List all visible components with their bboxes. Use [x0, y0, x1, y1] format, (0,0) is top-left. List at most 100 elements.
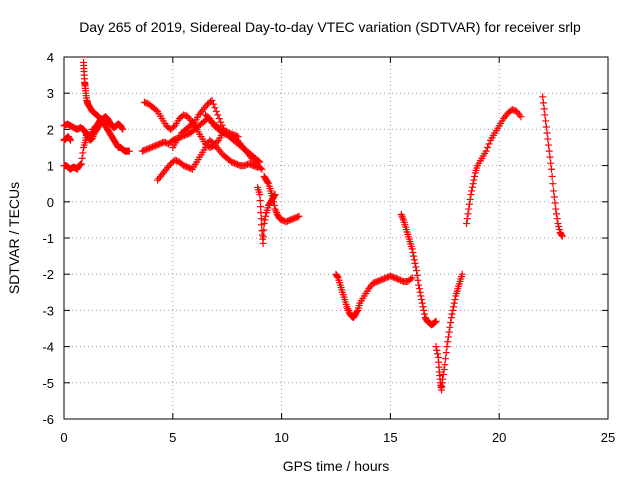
data-point	[407, 275, 415, 283]
data-point	[545, 141, 553, 149]
gridlines	[64, 57, 608, 419]
data-point	[441, 361, 449, 369]
data-point	[411, 259, 419, 267]
data-point	[77, 160, 85, 168]
data-points	[60, 58, 566, 394]
chart-title: Day 265 of 2019, Sidereal Day-to-day VTE…	[79, 19, 581, 35]
data-point	[118, 124, 126, 132]
data-point	[67, 136, 75, 144]
data-point	[463, 220, 471, 228]
data-point	[211, 104, 219, 112]
x-axis-label: GPS time / hours	[283, 458, 390, 474]
y-tick-label: -1	[42, 231, 54, 246]
data-point	[204, 113, 212, 121]
data-point	[470, 176, 478, 184]
data-point	[482, 147, 490, 155]
data-point	[257, 164, 265, 172]
data-point	[258, 165, 266, 173]
data-point	[548, 172, 556, 180]
data-point	[468, 183, 476, 191]
data-point	[410, 256, 418, 264]
data-point	[220, 124, 228, 132]
data-point	[549, 180, 557, 188]
data-point	[458, 270, 466, 278]
data-point	[465, 200, 473, 208]
data-point	[544, 135, 552, 143]
data-point	[409, 248, 417, 256]
data-point	[432, 343, 440, 351]
data-point	[466, 195, 474, 203]
data-point	[546, 153, 554, 161]
data-point	[451, 296, 459, 304]
x-tick-label: 5	[169, 430, 176, 445]
data-point	[555, 226, 563, 234]
y-tick-label: -4	[42, 340, 54, 355]
series-track-m	[432, 270, 466, 394]
data-point	[419, 303, 427, 311]
tick-marks	[63, 56, 609, 420]
series-track-f	[154, 136, 262, 184]
data-point	[78, 154, 86, 162]
data-point	[212, 107, 220, 115]
data-point	[450, 299, 458, 307]
data-point	[260, 226, 268, 234]
data-point	[547, 165, 555, 173]
data-point	[95, 113, 103, 121]
data-point	[261, 216, 269, 224]
data-point	[152, 106, 160, 114]
data-point	[540, 105, 548, 113]
data-point	[442, 355, 450, 363]
y-tick-label: 1	[47, 159, 54, 174]
data-point	[218, 121, 226, 129]
data-point	[259, 239, 267, 247]
series-track-k	[332, 270, 416, 322]
data-point	[414, 276, 422, 284]
y-tick-label: 4	[47, 50, 54, 65]
data-point	[553, 210, 561, 218]
data-point	[542, 123, 550, 131]
data-point	[542, 117, 550, 125]
data-point	[269, 194, 277, 202]
data-point	[467, 191, 475, 199]
data-point	[418, 299, 426, 307]
data-point	[464, 210, 472, 218]
data-point	[484, 144, 492, 151]
data-point	[413, 267, 421, 275]
y-tick-label: -3	[42, 303, 54, 318]
data-point	[471, 172, 479, 180]
data-point	[446, 323, 454, 331]
x-tick-label: 15	[383, 430, 397, 445]
y-tick-label: -2	[42, 267, 54, 282]
data-point	[558, 232, 566, 240]
data-point	[485, 140, 493, 148]
data-point	[448, 310, 456, 318]
data-point	[399, 214, 407, 222]
data-point	[440, 366, 448, 374]
data-point	[517, 113, 525, 121]
data-point	[408, 245, 416, 253]
data-point	[447, 318, 455, 326]
data-point	[442, 349, 450, 357]
data-point	[412, 263, 420, 271]
x-tick-label: 0	[60, 430, 67, 445]
data-point	[439, 370, 447, 378]
series-track-h	[201, 111, 266, 173]
data-point	[550, 193, 558, 201]
data-point	[420, 306, 428, 314]
data-point	[410, 252, 418, 260]
data-point	[260, 220, 268, 228]
data-point	[468, 187, 476, 195]
data-point	[439, 375, 447, 383]
data-point	[450, 303, 458, 311]
y-tick-label: 0	[47, 195, 54, 210]
data-point	[465, 205, 473, 213]
data-point	[209, 100, 217, 108]
data-point	[545, 147, 553, 155]
x-tick-label: 20	[492, 430, 506, 445]
data-point	[66, 135, 74, 143]
y-tick-label: -5	[42, 376, 54, 391]
data-point	[264, 178, 272, 186]
series-track-n	[463, 105, 525, 228]
data-point	[417, 292, 425, 300]
data-point	[431, 318, 439, 326]
